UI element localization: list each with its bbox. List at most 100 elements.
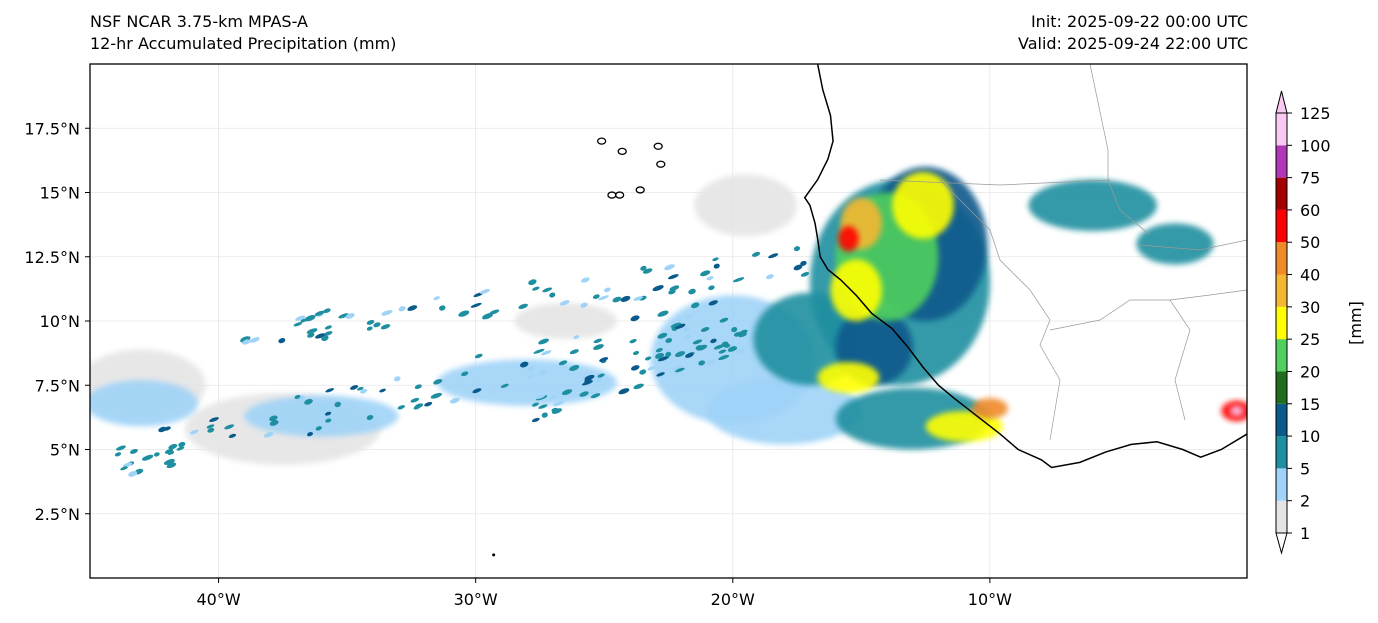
precip-cell — [633, 383, 644, 390]
colorbar-swatch — [1276, 500, 1287, 533]
precip-cell — [590, 393, 601, 399]
precip-cell — [597, 373, 605, 378]
precip-cell — [664, 264, 675, 271]
colorbar-tick-label: 100 — [1300, 136, 1331, 155]
precip-cell — [526, 366, 534, 372]
precip-area — [925, 410, 1003, 442]
precip-cell — [314, 310, 325, 316]
colorbar-swatch — [1276, 113, 1287, 146]
precip-cell — [642, 268, 653, 274]
precip-cell — [683, 326, 690, 332]
precip-cell — [334, 401, 341, 408]
precip-cell — [705, 359, 716, 365]
precip-cell — [278, 338, 286, 344]
precip-cell — [669, 285, 680, 291]
precip-cell — [569, 349, 579, 355]
precip-cell — [593, 344, 604, 351]
lat-tick-label: 17.5°N — [24, 119, 80, 138]
precip-cell — [163, 426, 171, 431]
precip-cell — [458, 310, 470, 317]
precip-cell — [263, 431, 274, 438]
precip-area — [90, 380, 198, 427]
precip-cell — [122, 462, 133, 468]
precip-cell — [531, 417, 540, 423]
precip-cell — [599, 357, 609, 362]
precip-cell — [708, 285, 715, 291]
island-outline — [653, 142, 663, 150]
precip-cell — [307, 332, 315, 338]
precip-cell — [430, 392, 442, 399]
precip-area — [838, 225, 859, 252]
colorbar-tick-label: 10 — [1300, 427, 1320, 446]
colorbar-tick-label: 5 — [1300, 459, 1310, 478]
precip-cell — [178, 441, 186, 448]
field-name: 12-hr Accumulated Precipitation (mm) — [90, 34, 397, 53]
precip-cell — [128, 470, 138, 477]
colorbar-swatch — [1276, 274, 1287, 307]
precip-cell — [674, 323, 686, 329]
lon-tick-label: 20°W — [711, 590, 755, 609]
precip-cell — [304, 398, 313, 405]
precip-area — [437, 359, 618, 406]
precip-cell — [114, 452, 122, 457]
precip-cell — [665, 337, 673, 343]
precip-area — [1230, 405, 1244, 417]
precip-area — [892, 171, 954, 239]
colorbar-swatch — [1276, 242, 1287, 275]
colorbar-swatch — [1276, 436, 1287, 469]
lon-tick-label: 40°W — [196, 590, 240, 609]
island-outline — [597, 137, 607, 145]
precip-cell — [630, 315, 640, 322]
precip-cell — [581, 277, 590, 283]
precip-cell — [768, 253, 779, 259]
coastline — [492, 64, 1247, 557]
precip-cell — [249, 337, 260, 343]
graticule — [90, 64, 1247, 578]
colorbar-tick-label: 20 — [1300, 362, 1320, 381]
precip-cell — [424, 401, 433, 407]
country-borders — [879, 64, 1247, 441]
colorbar-frame — [1275, 112, 1288, 534]
precip-cell — [379, 388, 386, 393]
precip-cell — [323, 308, 331, 314]
colorbar-tick-label: 30 — [1300, 298, 1320, 317]
precip-cell — [439, 305, 446, 311]
lat-tick-label: 12.5°N — [24, 248, 80, 267]
precip-cell — [293, 322, 303, 327]
precip-cell — [633, 296, 643, 301]
colorbar-swatch — [1276, 339, 1287, 372]
precip-cell — [735, 347, 745, 354]
precip-cell — [479, 288, 490, 295]
precip-cell — [115, 445, 126, 451]
lat-tick-label: 5°N — [50, 441, 80, 460]
colorbar-tick-label: 2 — [1300, 492, 1310, 511]
precip-cell — [324, 325, 332, 330]
colorbar-extend-min — [1275, 532, 1288, 555]
island-outline — [492, 553, 496, 557]
precip-cell — [713, 263, 720, 269]
precip-cell — [398, 306, 406, 312]
precip-area — [830, 259, 882, 321]
precip-cell — [224, 424, 235, 430]
precip-cell — [206, 424, 215, 429]
precip-cell — [674, 351, 686, 357]
precip-cell — [414, 384, 422, 389]
precip-cell — [551, 408, 563, 414]
precip-cell — [594, 377, 603, 383]
precip-cell — [579, 391, 589, 397]
precip-cell — [727, 346, 738, 352]
valid-time: Valid: 2025-09-24 22:00 UTC — [1017, 34, 1248, 53]
precip-cell — [120, 466, 128, 471]
precip-cell — [766, 274, 774, 280]
precip-cell — [228, 433, 237, 438]
precip-cell — [345, 313, 355, 319]
precip-cell — [357, 386, 364, 391]
precip-cell — [620, 295, 631, 302]
precip-cell — [407, 305, 418, 311]
precip-cell — [733, 277, 745, 283]
precip-cell — [533, 348, 545, 354]
precip-cell — [209, 417, 219, 423]
axes: 40°W 30°W 20°W 10°W 2.5°N 5°N 7.5°N 10°N 12.5°N 1… — [24, 119, 1012, 609]
